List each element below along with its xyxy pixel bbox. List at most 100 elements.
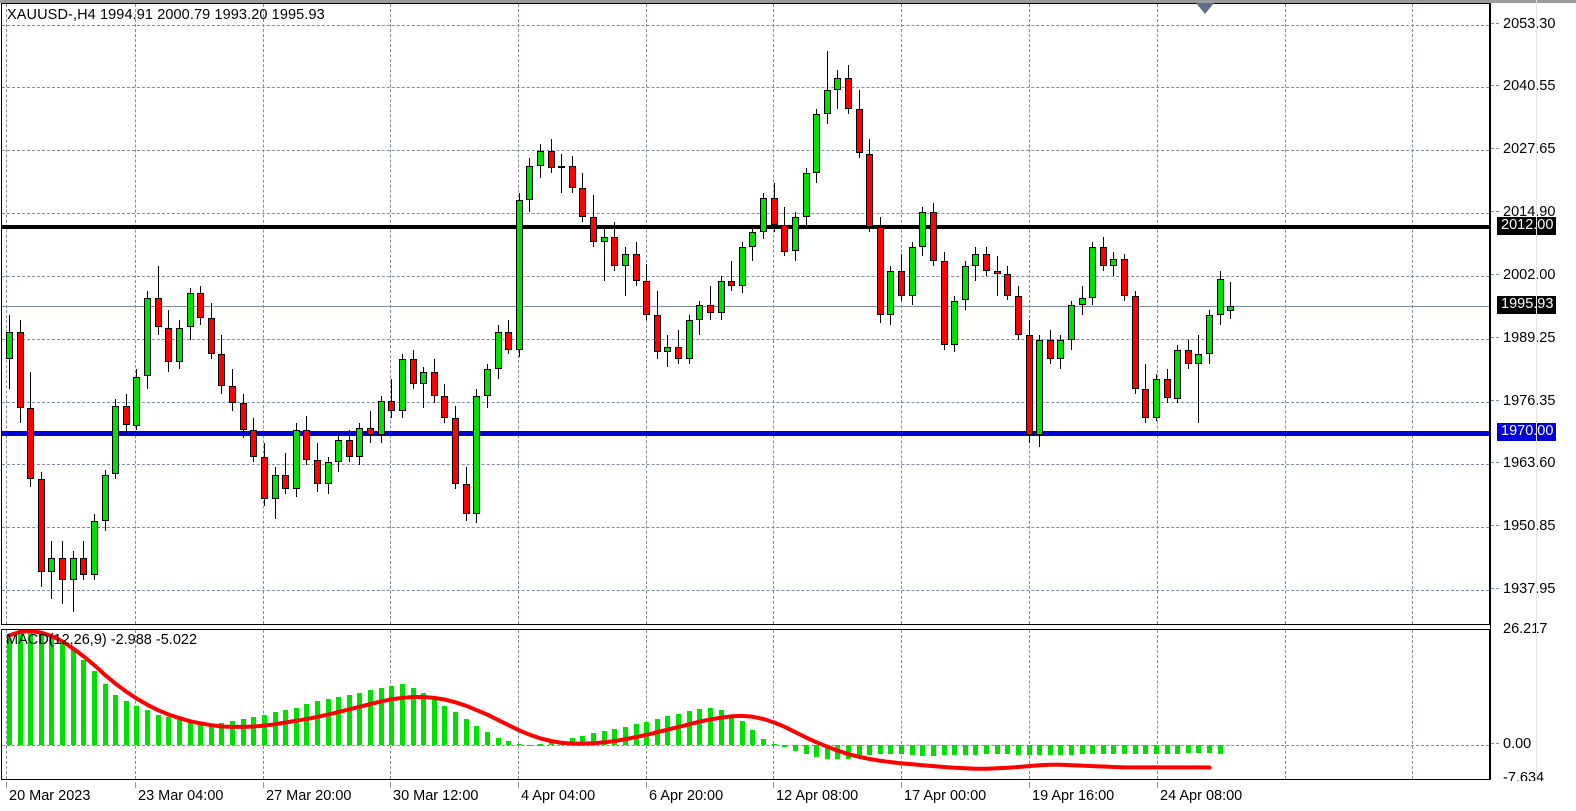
candle-body-bearish [632,254,640,281]
candle-body-bearish [282,474,290,490]
time-tick-mark [646,782,647,788]
time-tick-label: 27 Mar 20:00 [266,788,352,804]
candle-body-bullish [696,305,704,321]
macd-histogram-bar [1005,745,1011,755]
macd-histogram-bar [484,732,490,746]
candle-wick [731,261,733,291]
last-price-level-badge[interactable]: 1995.93 [1497,295,1557,315]
macd-histogram-bar [622,726,628,746]
time-tick-label: 30 Mar 12:00 [393,788,479,804]
candle-body-bullish [483,369,491,397]
macd-histogram-bar [697,709,703,746]
price-tick-label: 2002.00 [1491,268,1555,283]
scale-separator [1536,0,1537,811]
candle-body-bearish [250,430,258,458]
candle-body-bearish [441,396,449,419]
price-tick-label: 2053.30 [1491,17,1555,32]
candle-body-bullish [1216,278,1224,316]
macd-histogram-bar [325,699,331,746]
time-scale[interactable]: 20 Mar 2023 23 Mar 04:00 27 Mar 20:00 30 Ma… [1,781,1576,811]
price-tick-mark [1491,274,1499,275]
macd-histogram-bar [463,719,469,746]
support-level-badge[interactable]: 1970.00 [1497,422,1557,442]
candle-body-bearish [781,224,789,252]
resistance-level[interactable] [2,225,1489,229]
grid-line-vertical [263,630,264,779]
macd-histogram-bar [49,634,55,746]
macd-histogram-bar [601,731,607,746]
grid-line-vertical [1029,630,1030,779]
time-tick-label: 6 Apr 20:00 [649,788,724,804]
macd-histogram-bar [442,705,448,746]
candle-body-bearish [1131,295,1139,389]
price-tick-label: 1963.60 [1491,456,1555,471]
macd-histogram-bar [527,744,533,746]
macd-histogram-bar [102,683,108,746]
macd-histogram-bar [739,721,745,746]
support-level[interactable] [2,430,1489,436]
macd-indicator-pane[interactable]: MACD(12,26,9) -2.988 -5.022 [1,629,1490,780]
candle-wick [370,410,372,443]
candle-body-bullish [972,254,980,267]
chart-marker-triangle-icon[interactable] [1196,3,1214,14]
candle-body-bullish [526,165,534,200]
candle-body-bullish [133,376,141,426]
macd-histogram-bar [814,745,820,757]
price-scale[interactable]: 2053.30 2040.55 2027.65 2014.90 2002.00 1989.… [1490,3,1576,785]
candle-body-bullish [1174,349,1182,399]
candle-body-bullish [1078,298,1086,306]
macd-histogram-bar [70,648,76,746]
price-tick-label: 2027.65 [1491,142,1555,157]
time-tick-mark [263,782,264,788]
candle-body-bullish [1068,305,1075,340]
macd-histogram-bar [251,716,257,746]
macd-histogram-bar [1069,745,1074,755]
candle-body-bullish [398,359,406,411]
macd-histogram-bar [1026,745,1032,756]
candle-wick [826,50,828,125]
price-tick-mark [1491,22,1499,24]
candle-body-bullish [717,280,725,313]
macd-histogram-bar [421,692,427,746]
candle-body-bullish [919,212,927,247]
price-tick-mark [1491,148,1499,150]
macd-histogram-bar [17,633,23,746]
price-tick-label: 1989.25 [1491,330,1555,346]
candle-body-bullish [420,371,428,384]
price-chart-pane[interactable]: XAUUSD-,H4 1994.91 2000.79 1993.20 1995.… [1,3,1490,625]
last-price-level[interactable] [2,305,1489,307]
grid-line-vertical [135,4,136,624]
candle-body-bullish [335,440,343,463]
macd-tick-label: 0.00 [1491,737,1531,752]
price-tick-mark [1491,524,1499,526]
macd-histogram-bar [187,721,193,746]
candle-body-bullish [664,347,672,352]
macd-histogram-bar [368,690,374,746]
macd-histogram-bar [91,670,97,746]
macd-histogram-bar [378,688,384,746]
candle-body-bullish [600,236,608,242]
candle-body-bearish [611,236,619,267]
candle-wick [603,227,605,281]
candle-wick [624,246,626,296]
macd-histogram-bar [495,737,501,746]
price-tick-label: 1937.95 [1491,582,1555,597]
macd-histogram-bar [1217,745,1223,755]
grid-line-horizontal [2,464,1489,466]
macd-histogram-bar [1132,745,1138,755]
candle-body-bullish [760,197,768,232]
candle-body-bearish [452,418,460,485]
candle-wick [1230,281,1232,320]
candle-body-bearish [409,359,417,384]
candle-wick [285,452,287,495]
candle-body-bullish [494,332,502,370]
macd-histogram-bar [346,694,352,746]
candle-body-bearish [770,197,778,225]
resistance-level-badge[interactable]: 2012.00 [1497,217,1557,236]
candle-body-bearish [675,347,683,360]
macd-histogram-bar [1196,745,1202,754]
candle-body-bullish [685,320,693,360]
grid-line-horizontal [2,401,1489,403]
price-tick-label: 2040.55 [1491,79,1555,94]
